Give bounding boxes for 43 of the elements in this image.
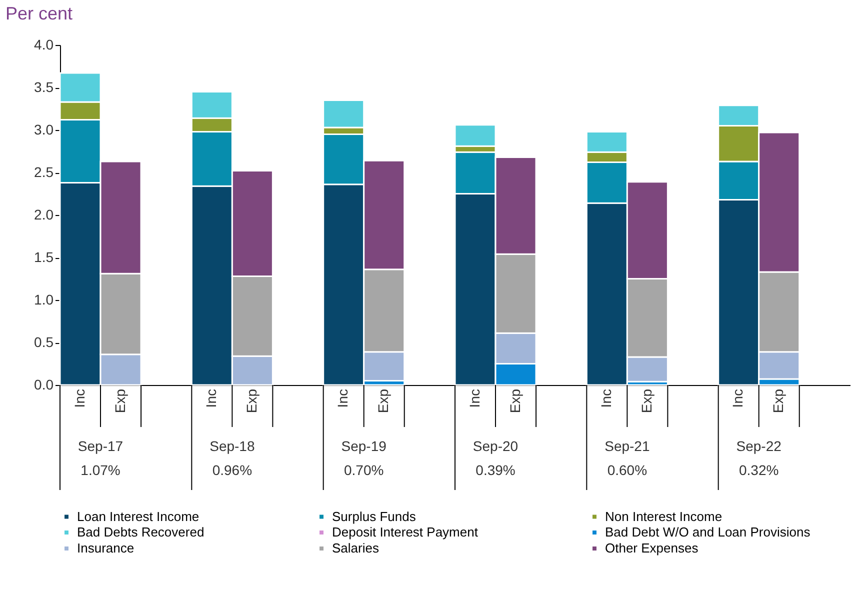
text: Sep-17 [78, 438, 124, 454]
y-tick-label: 3.5 [34, 79, 54, 95]
x-tick-label: Inc [598, 389, 614, 408]
x-tick-label: Inc [334, 389, 351, 408]
text: 0.39% [476, 462, 516, 478]
legend-label: Deposit Interest Payment [332, 524, 478, 540]
legend-label: Non Interest Income [605, 508, 722, 524]
text: Sep-19 [341, 438, 387, 454]
text: 0.32% [738, 462, 779, 478]
x-tick-label: Exp [243, 388, 260, 414]
x-tick-label: Inc [730, 389, 746, 408]
y-axis-title: Per cent [6, 4, 73, 24]
text: 0.60% [607, 462, 648, 478]
y-tick-label: 2.0 [34, 206, 54, 222]
legend-label: Loan Interest Income [77, 508, 200, 524]
x-tick-label: Exp [375, 388, 392, 414]
y-tick-label: 1.5 [34, 249, 54, 265]
y-tick-label: 2.5 [34, 164, 54, 180]
y-tick-label: 4.0 [34, 36, 54, 52]
x-tick-label: Inc [71, 389, 88, 408]
x-tick-label: Inc [202, 389, 219, 408]
y-tick-label: 1.0 [34, 292, 54, 308]
y-tick-label: 0.0 [34, 376, 54, 392]
x-tick-label: Exp [506, 388, 523, 414]
x-tick-label: Exp [770, 388, 786, 414]
x-tick-label: Exp [638, 388, 654, 414]
y-tick-label: 3.0 [34, 122, 54, 138]
legend-label: Bad Debt W/O and Loan Provisions [605, 524, 811, 540]
text: Sep-20 [472, 438, 518, 454]
legend-label: Other Expenses [605, 540, 699, 556]
legend-label: Bad Debts Recovered [77, 524, 204, 540]
text: 0.70% [344, 462, 384, 478]
text: Sep-21 [604, 438, 650, 454]
legend-label: Salaries [332, 540, 380, 556]
text: Sep-18 [210, 438, 255, 454]
text: Sep-22 [736, 438, 782, 454]
text: 1.07% [80, 462, 120, 478]
y-tick-label: 0.5 [34, 334, 54, 350]
legend-label: Surplus Funds [332, 508, 416, 524]
x-tick-label: Inc [466, 389, 482, 408]
text: 0.96% [212, 462, 252, 478]
x-tick-label: Exp [112, 388, 128, 414]
legend-label: Insurance [77, 540, 134, 556]
